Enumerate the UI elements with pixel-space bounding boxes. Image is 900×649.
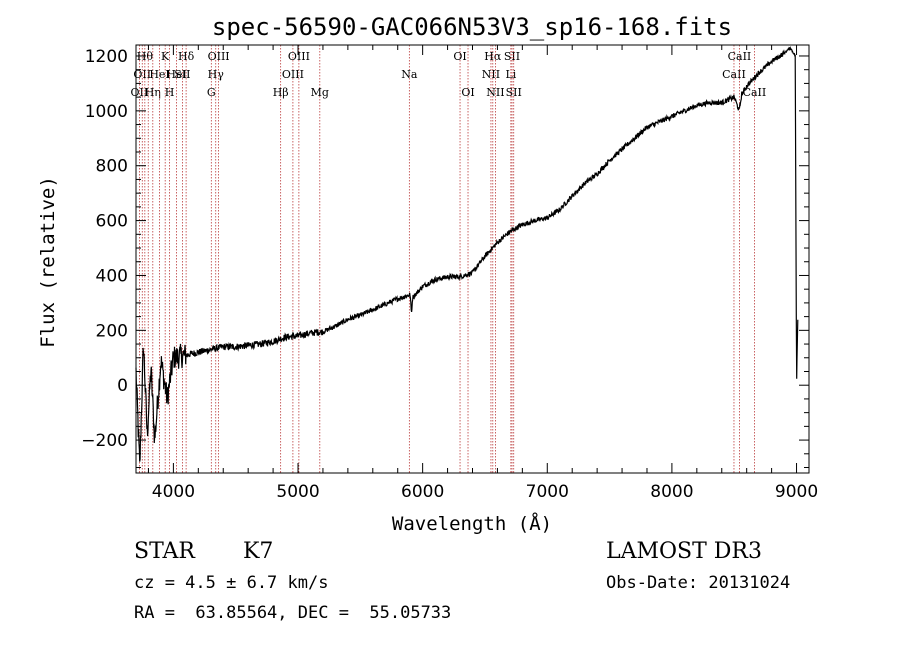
chart-title: spec-56590-GAC066N53V3_sp16-168.fits [212,13,732,41]
x-tick-label: 7000 [526,482,569,502]
spectral-line-label: Hδ [178,50,195,63]
object-class: STAR [134,539,195,564]
spectral-line-label: Na [401,68,418,81]
spectral-line-label: SII [504,50,520,63]
spectral-line-label: CaII [743,86,767,99]
y-tick-label: 800 [96,157,128,177]
spectral-line-label: OIII [288,50,310,63]
y-tick-label: 600 [96,212,128,232]
y-tick-label: 400 [96,266,128,286]
spectral-line-label: SII [174,68,190,81]
spectral-line-label: SII [506,86,522,99]
spectral-line-label: OII [133,68,151,81]
spectral-line-label: HeI [166,68,186,81]
spectral-line-label: NII [486,86,504,99]
spectral-line-label: OII [131,86,149,99]
spectral-line-label: H [165,86,175,99]
spectral-line-label: OI [453,50,466,63]
spectral-line-label: Hα [484,50,502,63]
y-tick-label: 1000 [85,102,128,122]
x-tick-label: 6000 [401,482,444,502]
spectral-line-label: Mg [311,86,329,99]
x-tick-label: 8000 [650,482,693,502]
spectral-line-label: Hγ [208,68,225,81]
spectral-line-label: K [161,50,170,63]
x-tick-label: 4000 [152,482,195,502]
spectral-line-label: CaII [722,68,746,81]
ra-dec-coordinates: RA = 63.85564, DEC = 55.05733 [134,603,452,623]
y-tick-label: −200 [81,431,128,451]
spectral-line-label: CaII [728,50,752,63]
x-axis-label: Wavelength (Å) [392,512,552,535]
y-tick-label: 1200 [85,47,128,67]
survey-name: LAMOST DR3 [606,539,762,564]
y-axis-label: Flux (relative) [37,176,59,348]
spectral-line-label: OI [461,86,474,99]
y-tick-label: 200 [96,321,128,341]
spectral-line-label: Li [505,68,516,81]
flux-series-line [135,46,799,462]
redshift-cz: cz = 4.5 ± 6.7 km/s [134,573,329,593]
object-subclass: K7 [243,539,274,564]
spectral-line-label: Hβ [273,86,289,99]
plot-frame [135,44,810,474]
x-tick-label: 5000 [276,482,319,502]
spectral-line-label: Hθ [137,50,154,63]
spectral-line-label: NII [482,68,500,81]
spectral-line-label: OIII [208,50,230,63]
spectral-line-label: G [207,86,216,99]
spectral-line-label: OIII [282,68,304,81]
x-tick-label: 9000 [775,482,818,502]
y-tick-label: 0 [117,376,128,396]
spectral-line-label: Hη [145,86,161,99]
observation-date: Obs-Date: 20131024 [606,573,791,593]
spectral-line-label: HeI [149,68,169,81]
